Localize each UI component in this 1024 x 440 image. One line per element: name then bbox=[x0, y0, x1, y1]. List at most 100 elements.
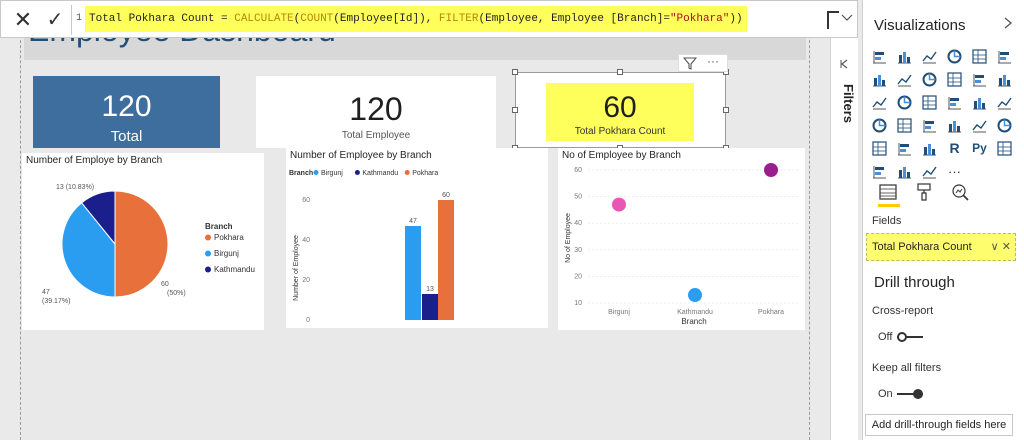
more-options-icon[interactable]: ··· bbox=[707, 54, 719, 68]
bar-kathmandu bbox=[422, 294, 438, 320]
total-employee-card[interactable]: 120 Total Employee bbox=[256, 76, 496, 148]
resize-handle-t[interactable] bbox=[617, 69, 623, 75]
ribbon-icon[interactable] bbox=[996, 71, 1013, 88]
python-visual-icon[interactable]: Py bbox=[972, 141, 987, 155]
filters-pane-collapsed[interactable] bbox=[830, 38, 858, 440]
filters-label[interactable]: Filters bbox=[841, 84, 856, 124]
pie-data-label: 47 bbox=[42, 289, 50, 296]
scatter-chart: No of Employee Branch 60 50 40 30 20 10 Birgun… bbox=[565, 163, 798, 326]
table-icon[interactable] bbox=[896, 140, 913, 157]
key-influencers-icon[interactable] bbox=[996, 140, 1013, 157]
smart-narrative-icon[interactable] bbox=[921, 163, 938, 180]
formula-bar[interactable]: ✕ ✓ 1 Total Pokhara Count = CALCULATE(CO… bbox=[0, 0, 858, 38]
total-card[interactable]: 120 Total bbox=[33, 76, 220, 148]
r-visual-icon[interactable]: R bbox=[949, 140, 960, 156]
stacked-area-icon[interactable] bbox=[921, 71, 938, 88]
field-well-total-pokhara-count[interactable]: Total Pokhara Count ∨ ✕ bbox=[866, 233, 1016, 261]
pokhara-count-value: 60 bbox=[603, 91, 637, 124]
line-icon[interactable] bbox=[871, 71, 888, 88]
scatter-chart-title: No of Employee by Branch bbox=[562, 150, 681, 161]
keep-filters-toggle[interactable] bbox=[897, 389, 925, 399]
resize-handle-tl[interactable] bbox=[512, 69, 518, 75]
text-cursor-icon bbox=[827, 11, 839, 29]
scatter-x-tick: Kathmandu bbox=[677, 309, 713, 316]
total-card-value: 120 bbox=[101, 90, 152, 123]
bar-legend-title: Branch bbox=[289, 170, 313, 177]
multi-row-card-icon[interactable] bbox=[971, 117, 988, 134]
gauge-icon[interactable] bbox=[921, 117, 938, 134]
treemap-icon[interactable] bbox=[996, 94, 1013, 111]
donut-icon[interactable] bbox=[971, 94, 988, 111]
formula-token: (Employee[Id]), bbox=[333, 13, 439, 25]
card-icon[interactable] bbox=[946, 117, 963, 134]
bar-y-tick: 40 bbox=[302, 237, 310, 244]
chevron-right-icon[interactable] bbox=[1003, 16, 1013, 32]
resize-handle-r[interactable] bbox=[723, 107, 729, 113]
100-column-icon[interactable] bbox=[996, 48, 1013, 65]
fields-tab-icon[interactable] bbox=[878, 182, 898, 202]
bar-chart-card[interactable]: Number of Employee by Branch Branch Numb… bbox=[286, 148, 548, 328]
cross-report-toggle[interactable] bbox=[897, 332, 925, 342]
scatter-y-tick: 50 bbox=[574, 194, 582, 201]
pie-legend-item: Pokhara bbox=[214, 233, 244, 242]
remove-field-icon[interactable]: ✕ bbox=[1001, 241, 1011, 253]
chevron-down-icon[interactable]: ∨ bbox=[990, 241, 999, 253]
line-column-icon[interactable] bbox=[946, 71, 963, 88]
line-clustered-icon[interactable] bbox=[971, 71, 988, 88]
formula-line-number: 1 bbox=[76, 13, 83, 24]
formula-token: FILTER bbox=[438, 13, 479, 25]
scatter-y-axis-label: No of Employee bbox=[565, 213, 572, 263]
bar-data-label: 13 bbox=[426, 286, 434, 293]
more-icon[interactable]: ··· bbox=[948, 164, 961, 179]
slicer-icon[interactable] bbox=[871, 140, 888, 157]
scatter-y-tick: 40 bbox=[574, 220, 582, 227]
area-icon[interactable] bbox=[896, 71, 913, 88]
scatter-point-kathmandu bbox=[688, 288, 702, 303]
bar-pokhara bbox=[438, 200, 454, 320]
legend-marker-kathmandu bbox=[205, 266, 211, 273]
fields-label: Fields bbox=[872, 215, 902, 227]
stacked-column-icon[interactable] bbox=[896, 48, 913, 65]
formula-token: "Pokhara" bbox=[669, 13, 730, 25]
scatter-icon[interactable] bbox=[921, 94, 938, 111]
collapse-arrow-icon[interactable] bbox=[838, 58, 850, 73]
bar-y-tick: 0 bbox=[306, 317, 310, 324]
matrix-icon[interactable] bbox=[921, 140, 938, 157]
clustered-column-icon[interactable] bbox=[946, 48, 963, 65]
bar-data-label: 47 bbox=[409, 218, 417, 225]
scatter-chart-card[interactable]: No of Employee by Branch No of Employee … bbox=[558, 148, 805, 330]
stacked-bar-icon[interactable] bbox=[871, 48, 888, 65]
bar-legend-item: Birgunj bbox=[321, 170, 343, 177]
waterfall-icon[interactable] bbox=[871, 94, 888, 111]
bar-y-tick: 60 bbox=[302, 197, 310, 204]
bar-legend-item: Kathmandu bbox=[362, 170, 398, 177]
add-drill-through-fields-button[interactable]: Add drill-through fields here bbox=[865, 414, 1013, 436]
filter-icon[interactable] bbox=[682, 56, 698, 73]
total-card-label: Total bbox=[110, 128, 143, 145]
filled-map-icon[interactable] bbox=[896, 117, 913, 134]
format-paint-icon[interactable] bbox=[914, 182, 934, 202]
decomposition-tree-icon[interactable] bbox=[871, 163, 888, 180]
analytics-icon[interactable] bbox=[950, 182, 970, 202]
funnel-icon[interactable] bbox=[896, 94, 913, 111]
100-bar-icon[interactable] bbox=[971, 48, 988, 65]
check-icon[interactable]: ✓ bbox=[46, 9, 64, 31]
bar-birgunj bbox=[405, 226, 421, 320]
formula-text[interactable]: Total Pokhara Count = CALCULATE(COUNT(Em… bbox=[85, 6, 747, 32]
scatter-y-tick: 30 bbox=[574, 247, 582, 254]
pokhara-count-card[interactable]: 60 Total Pokhara Count bbox=[512, 69, 729, 151]
pie-chart-card[interactable]: Number of Employe by Branch Branch 60 (50… bbox=[22, 153, 264, 330]
formula-token: (Employee, Employee [Branch]= bbox=[478, 13, 670, 25]
kpi-icon[interactable] bbox=[996, 117, 1013, 134]
pie-icon[interactable] bbox=[946, 94, 963, 111]
clustered-bar-icon[interactable] bbox=[921, 48, 938, 65]
qa-icon[interactable] bbox=[896, 163, 913, 180]
bar-y-axis-label: Number of Employee bbox=[293, 235, 300, 301]
formula-token: COUNT bbox=[300, 13, 334, 25]
total-employee-label: Total Employee bbox=[341, 130, 411, 141]
expand-chevron-icon[interactable] bbox=[839, 13, 855, 27]
resize-handle-l[interactable] bbox=[512, 107, 518, 113]
close-icon[interactable]: ✕ bbox=[13, 7, 33, 32]
map-icon[interactable] bbox=[871, 117, 888, 134]
pie-legend-item: Kathmandu bbox=[214, 265, 255, 274]
